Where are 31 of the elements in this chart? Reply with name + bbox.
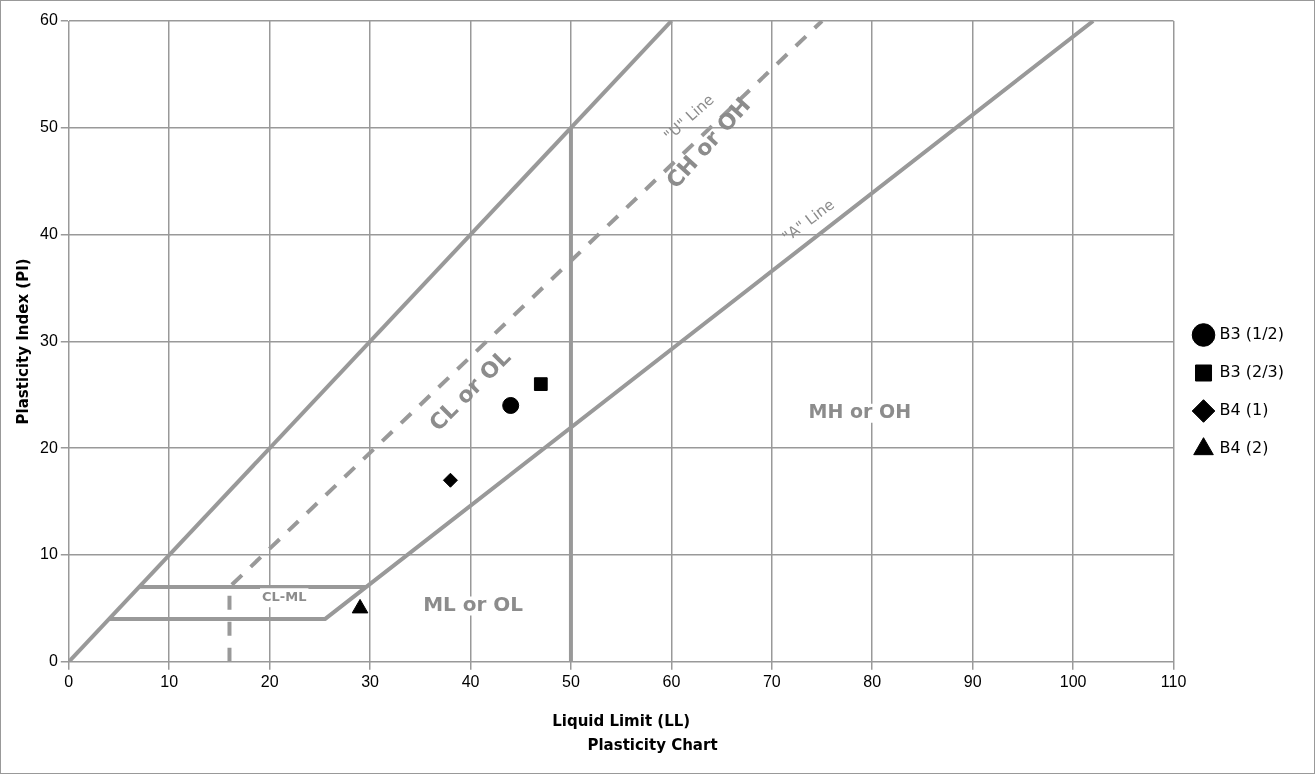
x-tick-label: 10 — [160, 672, 179, 690]
text: Plasticity Chart — [587, 735, 718, 754]
y-tick-label: 20 — [40, 438, 58, 456]
y-tick-label: 60 — [40, 11, 58, 29]
legend-label: B3 (1/2) — [1219, 324, 1285, 344]
y-axis-title: Plasticity Index (PI) — [13, 258, 32, 425]
x-tick-label: 30 — [361, 672, 380, 690]
x-tick-label: 90 — [963, 672, 982, 690]
y-tick-label: 30 — [40, 331, 58, 349]
x-tick-label: 110 — [1160, 672, 1187, 690]
x-tick-label: 80 — [863, 672, 882, 690]
x-tick-label: 40 — [461, 672, 480, 690]
x-tick-label: 50 — [562, 672, 580, 690]
y-tick-label: 0 — [48, 652, 58, 670]
x-tick-label: 20 — [260, 672, 279, 690]
x-tick-label: 0 — [64, 672, 74, 690]
legend-label: B4 (1) — [1219, 400, 1269, 420]
legend-label: B4 (2) — [1219, 438, 1269, 458]
annotation: ML or OL — [423, 592, 524, 617]
x-tick-label: 60 — [662, 672, 681, 690]
y-tick-label: 40 — [40, 225, 58, 243]
x-axis-title: Liquid Limit (LL) — [552, 711, 691, 730]
y-tick-label: 50 — [40, 118, 58, 136]
annotation: CL or OL — [423, 344, 516, 436]
annotation: "A" Line — [778, 195, 838, 246]
x-tick-label: 100 — [1059, 672, 1087, 690]
annotation: CL-ML — [261, 589, 307, 605]
x-tick-label: 70 — [762, 672, 781, 690]
legend-label: B3 (2/3) — [1219, 362, 1285, 382]
annotation: MH or OH — [808, 400, 912, 423]
y-tick-label: 10 — [40, 545, 58, 563]
